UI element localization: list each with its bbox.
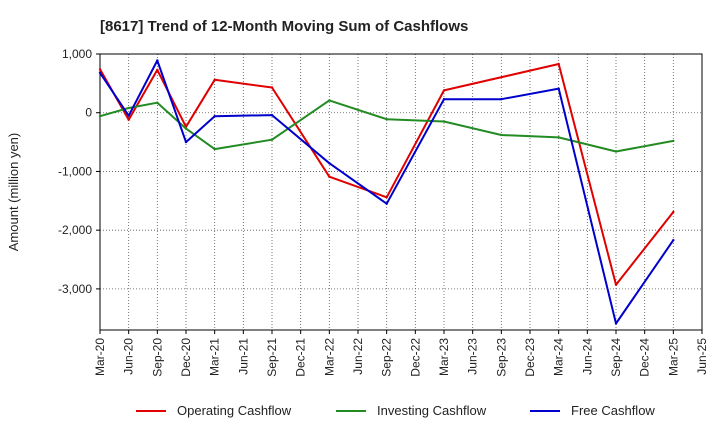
data-point-operating-cashflow [557, 62, 560, 66]
x-tick-label: Sep-20 [150, 338, 164, 377]
data-point-operating-cashflow [213, 78, 216, 82]
series-line-operating-cashflow [99, 63, 675, 286]
data-point-operating-cashflow [156, 68, 159, 72]
x-tick-label: Dec-21 [294, 338, 308, 377]
data-point-free-cashflow [614, 322, 618, 325]
y-tick-label: -1,000 [58, 164, 92, 178]
data-point-free-cashflow [98, 71, 102, 74]
x-tick-label: Dec-24 [638, 338, 652, 377]
x-tick-label: Sep-21 [265, 338, 279, 377]
chart-title: [8617] Trend of 12-Month Moving Sum of C… [100, 18, 468, 35]
x-axis-ticks: Mar-20 Jun-20 Sep-20 Dec-20 Mar-21 Jun-21 Sep-… [93, 330, 709, 377]
legend-label-operating-cashflow: Operating Cashflow [177, 403, 292, 418]
x-tick-label: Sep-22 [380, 338, 394, 377]
plot-area-frame [99, 53, 703, 331]
data-point-free-cashflow [500, 98, 503, 101]
y-tick-label: 1,000 [62, 47, 92, 61]
data-point-operating-cashflow [614, 283, 618, 286]
data-point-investing-cashflow [156, 101, 159, 104]
x-tick-label: Mar-25 [666, 338, 680, 376]
legend: Operating Cashflow Investing Cashflow Free… [136, 403, 655, 418]
legend-label-free-cashflow: Free Cashflow [571, 403, 655, 418]
x-tick-label: Jun-21 [236, 338, 250, 375]
data-point-free-cashflow [270, 113, 274, 117]
data-point-investing-cashflow [614, 150, 618, 153]
data-point-investing-cashflow [270, 138, 274, 141]
grid-lines [100, 53, 702, 330]
x-tick-label: Jun-23 [466, 338, 480, 375]
x-tick-label: Jun-22 [351, 338, 365, 375]
x-tick-label: Jun-24 [580, 338, 594, 375]
data-point-operating-cashflow [98, 68, 102, 71]
data-point-free-cashflow [328, 162, 331, 165]
data-point-free-cashflow [184, 140, 188, 144]
data-point-investing-cashflow [98, 115, 102, 118]
data-point-investing-cashflow [328, 99, 331, 102]
data-point-operating-cashflow [442, 89, 446, 92]
data-point-investing-cashflow [442, 120, 446, 123]
data-point-investing-cashflow [500, 133, 503, 137]
x-tick-label: Mar-21 [208, 338, 222, 376]
y-tick-label: -3,000 [58, 282, 92, 296]
data-point-investing-cashflow [184, 127, 188, 130]
data-point-investing-cashflow [385, 117, 388, 121]
y-tick-label: 0 [85, 106, 92, 120]
y-tick-label: -2,000 [58, 223, 92, 237]
data-point-investing-cashflow [672, 139, 675, 143]
data-point-free-cashflow [127, 114, 130, 117]
x-tick-label: Mar-24 [552, 338, 566, 376]
x-tick-label: Mar-22 [322, 338, 336, 376]
x-tick-label: Sep-24 [609, 338, 623, 377]
data-point-investing-cashflow [213, 147, 216, 151]
series-lines [98, 59, 675, 325]
data-point-operating-cashflow [270, 86, 274, 89]
data-point-free-cashflow [672, 238, 675, 242]
data-point-free-cashflow [156, 59, 159, 62]
x-tick-label: Dec-20 [179, 338, 193, 377]
data-point-operating-cashflow [672, 210, 675, 214]
data-point-free-cashflow [557, 87, 560, 90]
data-point-operating-cashflow [385, 196, 388, 199]
legend-label-investing-cashflow: Investing Cashflow [377, 403, 487, 418]
data-point-investing-cashflow [557, 136, 560, 139]
y-axis-ticks: 1,000 0 -1,000 -2,000 -3,000 [58, 47, 100, 296]
x-tick-label: Dec-22 [408, 338, 422, 377]
x-tick-label: Dec-23 [523, 338, 537, 377]
y-axis-label: Amount (million yen) [6, 133, 21, 252]
data-point-investing-cashflow [127, 106, 130, 110]
data-point-operating-cashflow [127, 118, 130, 121]
data-point-operating-cashflow [328, 175, 331, 178]
data-point-free-cashflow [213, 115, 216, 118]
x-tick-label: Mar-20 [93, 338, 107, 376]
data-point-free-cashflow [442, 98, 446, 101]
x-tick-label: Jun-25 [695, 338, 709, 375]
x-tick-label: Jun-20 [122, 338, 136, 375]
data-point-free-cashflow [385, 202, 388, 205]
x-tick-label: Sep-23 [494, 338, 508, 377]
x-tick-label: Mar-23 [437, 338, 451, 376]
